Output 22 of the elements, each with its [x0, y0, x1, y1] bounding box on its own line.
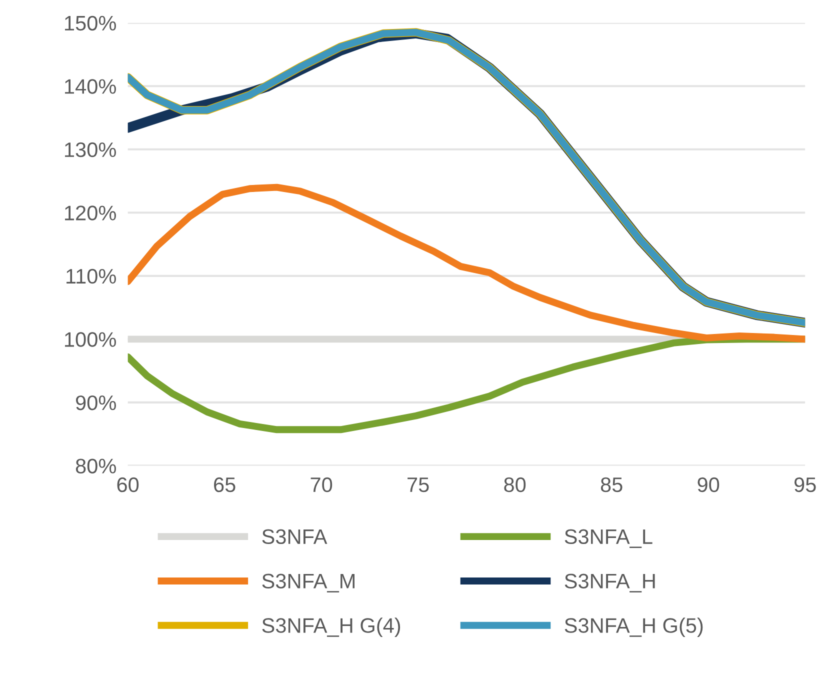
- x-tick-label: 95: [794, 477, 816, 492]
- y-tick-label: 80%: [76, 458, 116, 474]
- x-tick-label: 80: [504, 477, 526, 492]
- y-tick-label: 120%: [65, 206, 116, 220]
- y-tick-label: 130%: [65, 142, 116, 158]
- legend-label: S3NFA_H: [564, 574, 655, 592]
- x-tick-label: 85: [600, 477, 622, 492]
- x-tick-label: 75: [408, 478, 429, 492]
- legend-label: S3NFA_L: [564, 529, 652, 548]
- y-tick-label: 100%: [65, 332, 116, 347]
- legend-label: S3NFA_H G(4): [262, 618, 400, 638]
- x-tick-label: 65: [214, 477, 236, 492]
- legend-label: S3NFA_H G(5): [564, 618, 703, 638]
- legend-label: S3NFA_M: [262, 574, 354, 592]
- y-tick-label: 90%: [76, 395, 116, 410]
- x-tick-label: 60: [117, 477, 139, 492]
- y-tick-label: 140%: [65, 79, 116, 94]
- x-tick-label: 90: [698, 477, 720, 492]
- legend-label: S3NFA: [262, 529, 328, 544]
- x-tick-label: 70: [310, 477, 332, 492]
- y-tick-label: 150%: [65, 16, 116, 31]
- y-tick-label: 110%: [66, 268, 116, 284]
